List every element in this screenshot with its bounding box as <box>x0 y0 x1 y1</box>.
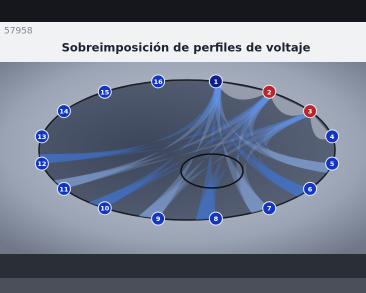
page: 57958 Sobreimposición de perfiles de vol… <box>0 0 366 293</box>
node-label: 8 <box>214 215 219 223</box>
node-label: 16 <box>154 78 164 86</box>
node-label: 7 <box>267 205 272 213</box>
screen-photo: 57958 Sobreimposición de perfiles de vol… <box>0 0 366 293</box>
node-label: 6 <box>308 185 313 193</box>
node-label: 13 <box>37 133 46 141</box>
top-bezel <box>0 0 366 22</box>
node-label: 11 <box>59 185 69 193</box>
node-label: 2 <box>267 88 272 96</box>
circle-outline <box>39 80 335 220</box>
node-label: 4 <box>330 133 335 141</box>
bottom-bezel <box>0 254 366 278</box>
window-code: 57958 <box>4 27 33 37</box>
chart-title: Sobreimposición de perfiles de voltaje <box>62 41 311 55</box>
node-label: 9 <box>156 215 161 223</box>
node-label: 15 <box>100 88 110 96</box>
taskbar <box>0 278 366 293</box>
node-label: 3 <box>308 108 313 116</box>
node-label: 10 <box>100 205 110 213</box>
node-label: 1 <box>214 78 219 86</box>
node-label: 5 <box>330 160 335 168</box>
node-label: 12 <box>37 160 46 168</box>
node-label: 14 <box>59 108 69 116</box>
